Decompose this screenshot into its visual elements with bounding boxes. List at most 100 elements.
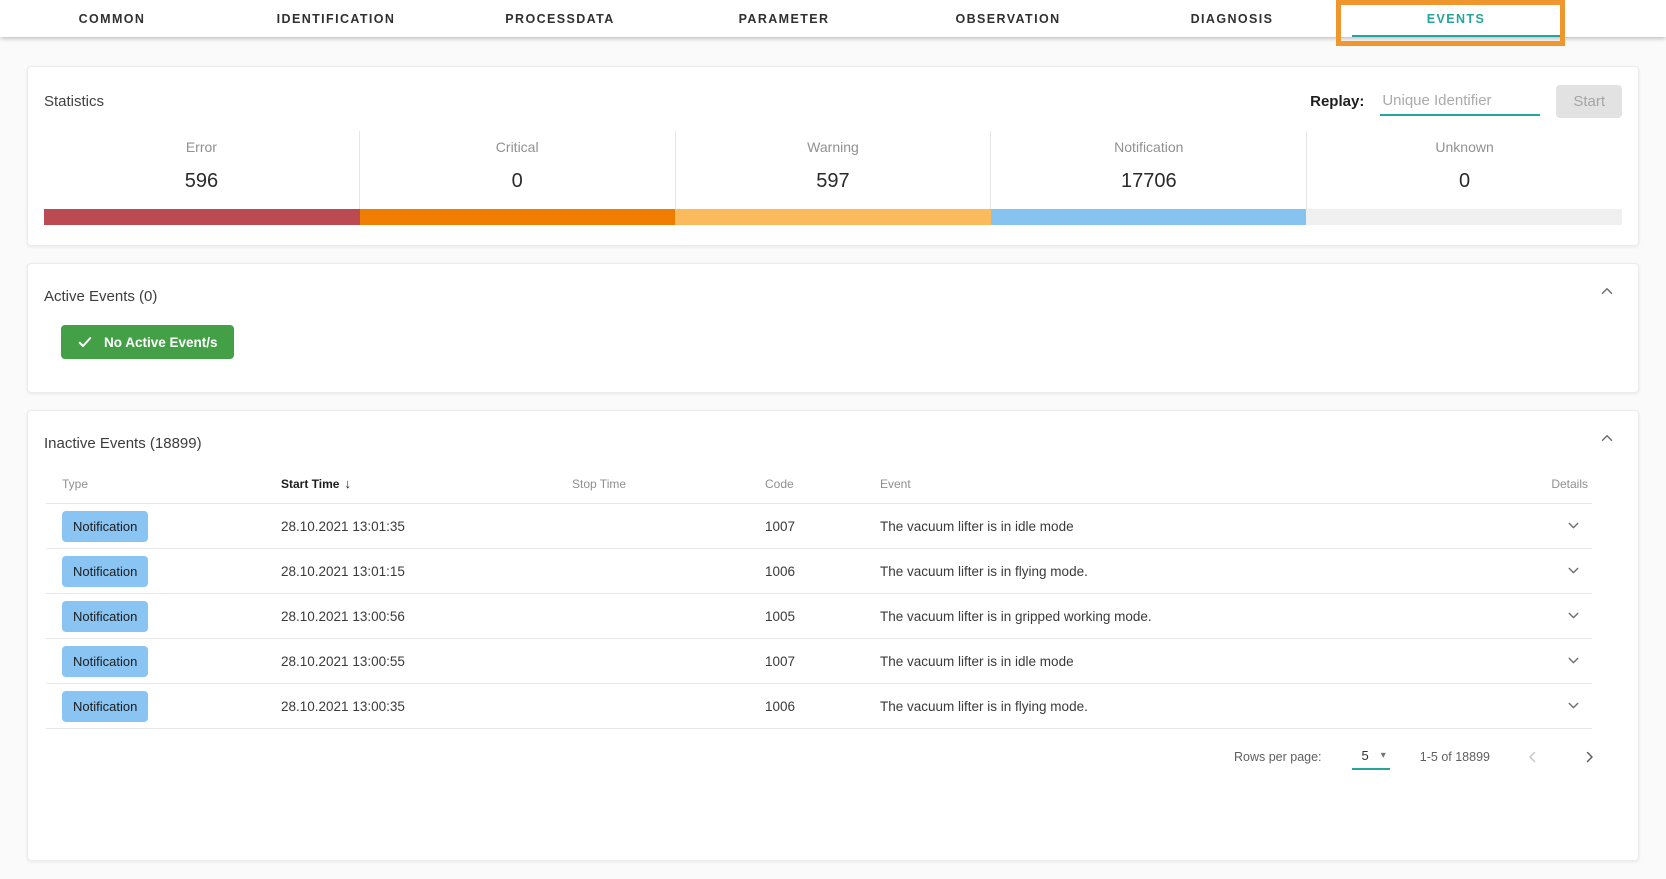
table-row: Notification 28.10.2021 13:00:55 1007 Th… — [46, 639, 1592, 684]
counter-label: Warning — [807, 139, 859, 155]
rows-per-page-value: 5 — [1361, 748, 1369, 763]
column-header-stop-time: Stop Time — [572, 476, 627, 491]
active-events-card: Active Events (0) No Active Event/s — [27, 263, 1639, 393]
tab-events[interactable]: EVENTS — [1344, 0, 1568, 37]
column-header-event: Event — [880, 476, 911, 491]
code-cell: 1006 — [765, 563, 796, 579]
event-cell: The vacuum lifter is in idle mode — [880, 518, 1074, 534]
counter-value: 0 — [1459, 170, 1471, 192]
event-cell: The vacuum lifter is in idle mode — [880, 653, 1074, 669]
event-cell: The vacuum lifter is in flying mode. — [880, 698, 1088, 714]
code-cell: 1005 — [765, 608, 796, 624]
column-header-label: Start Time — [281, 476, 340, 491]
counter-label: Unknown — [1435, 139, 1494, 155]
severity-segment-warning — [675, 209, 991, 225]
chevron-down-icon — [1568, 522, 1579, 529]
collapse-active-events-button[interactable] — [1592, 280, 1622, 302]
rows-per-page-label: Rows per page: — [1233, 750, 1322, 764]
chevron-down-icon — [1568, 657, 1579, 664]
tab-parameter[interactable]: PARAMETER — [672, 0, 896, 37]
code-cell: 1006 — [765, 698, 796, 714]
start-time-cell: 28.10.2021 13:00:56 — [281, 608, 405, 624]
sort-descending-icon: ↓ — [344, 476, 351, 491]
chevron-down-icon — [1568, 612, 1579, 619]
replay-unique-identifier-input[interactable] — [1380, 86, 1541, 116]
tab-processdata[interactable]: PROCESSDATA — [448, 0, 672, 37]
event-type-badge: Notification — [62, 645, 149, 677]
tab-identification[interactable]: IDENTIFICATION — [224, 0, 448, 37]
dropdown-caret-icon: ▾ — [1380, 750, 1386, 761]
column-header-start-time[interactable]: Start Time ↓ — [281, 476, 572, 491]
inactive-events-table: Type Start Time ↓ Stop Time Code Event D… — [46, 464, 1592, 729]
check-icon — [78, 337, 92, 347]
chevron-down-icon — [1568, 702, 1579, 709]
counter-warning: Warning 597 — [676, 131, 992, 209]
column-header-details: Details — [1551, 476, 1588, 491]
counter-label: Error — [185, 139, 217, 155]
tab-bar: COMMON IDENTIFICATION PROCESSDATA PARAME… — [0, 0, 1666, 46]
event-cell: The vacuum lifter is in flying mode. — [880, 563, 1088, 579]
tab-observation[interactable]: OBSERVATION — [896, 0, 1120, 37]
table-row: Notification 28.10.2021 13:01:35 1007 Th… — [46, 504, 1592, 549]
previous-page-button[interactable] — [1520, 744, 1546, 770]
severity-segment-critical — [359, 209, 676, 225]
table-row: Notification 28.10.2021 13:00:35 1006 Th… — [46, 684, 1592, 729]
statistics-card: Statistics Replay: Start Error 596 Criti… — [27, 66, 1639, 246]
table-header-row: Type Start Time ↓ Stop Time Code Event D… — [46, 464, 1592, 504]
tab-common[interactable]: COMMON — [0, 0, 224, 37]
replay-start-button[interactable]: Start — [1556, 84, 1622, 118]
tab-strip: COMMON IDENTIFICATION PROCESSDATA PARAME… — [0, 0, 1568, 37]
chevron-down-icon — [1568, 567, 1579, 574]
counter-label: Critical — [495, 139, 539, 155]
table-row: Notification 28.10.2021 13:00:56 1005 Th… — [46, 594, 1592, 639]
expand-details-button[interactable] — [1559, 605, 1588, 626]
chevron-right-icon — [1586, 751, 1593, 763]
rows-per-page-select[interactable]: 5 ▾ — [1351, 744, 1390, 770]
counter-value: 17706 — [1120, 170, 1177, 192]
start-time-cell: 28.10.2021 13:00:55 — [281, 653, 405, 669]
tab-label: OBSERVATION — [955, 11, 1061, 26]
event-type-badge: Notification — [62, 555, 149, 587]
event-type-badge: Notification — [62, 690, 149, 722]
counter-label: Notification — [1114, 139, 1184, 155]
tab-diagnosis[interactable]: DIAGNOSIS — [1120, 0, 1344, 37]
tab-label: IDENTIFICATION — [276, 11, 396, 26]
counter-error: Error 596 — [44, 131, 360, 209]
expand-details-button[interactable] — [1559, 515, 1588, 536]
statistics-title: Statistics — [44, 92, 105, 110]
start-time-cell: 28.10.2021 13:01:15 — [281, 563, 405, 579]
severity-segment-notification — [990, 209, 1307, 225]
event-counters: Error 596 Critical 0 Warning 597 Notific… — [44, 131, 1622, 209]
code-cell: 1007 — [765, 653, 796, 669]
tab-label: COMMON — [78, 11, 146, 26]
event-cell: The vacuum lifter is in gripped working … — [880, 608, 1152, 624]
chevron-up-icon — [1601, 288, 1613, 294]
pagination-range-label: 1-5 of 18899 — [1419, 750, 1490, 764]
collapse-inactive-events-button[interactable] — [1592, 427, 1622, 449]
expand-details-button[interactable] — [1559, 560, 1588, 581]
counter-notification: Notification 17706 — [991, 131, 1308, 209]
code-cell: 1007 — [765, 518, 796, 534]
chevron-up-icon — [1601, 435, 1613, 441]
next-page-button[interactable] — [1576, 744, 1602, 770]
table-row: Notification 28.10.2021 13:01:15 1006 Th… — [46, 549, 1592, 594]
inactive-events-card: Inactive Events (18899) Type Start Time … — [27, 410, 1639, 861]
tab-label: EVENTS — [1426, 11, 1486, 26]
column-header-code: Code — [765, 476, 794, 491]
counter-critical: Critical 0 — [360, 131, 676, 209]
counter-value: 0 — [511, 170, 523, 192]
no-active-events-badge: No Active Event/s — [61, 325, 234, 359]
table-pagination: Rows per page: 5 ▾ 1-5 of 18899 — [28, 729, 1638, 785]
start-time-cell: 28.10.2021 13:01:35 — [281, 518, 405, 534]
start-time-cell: 28.10.2021 13:00:35 — [281, 698, 405, 714]
event-type-badge: Notification — [62, 600, 149, 632]
replay-controls: Replay: Start — [1310, 84, 1622, 118]
expand-details-button[interactable] — [1559, 650, 1588, 671]
severity-segment-error — [44, 209, 360, 225]
expand-details-button[interactable] — [1559, 695, 1588, 716]
tab-label: DIAGNOSIS — [1190, 11, 1274, 26]
event-type-badge: Notification — [62, 510, 149, 542]
counter-value: 597 — [816, 170, 850, 192]
inactive-events-title: Inactive Events (18899) — [44, 435, 202, 452]
page-content: Statistics Replay: Start Error 596 Criti… — [0, 37, 1666, 861]
